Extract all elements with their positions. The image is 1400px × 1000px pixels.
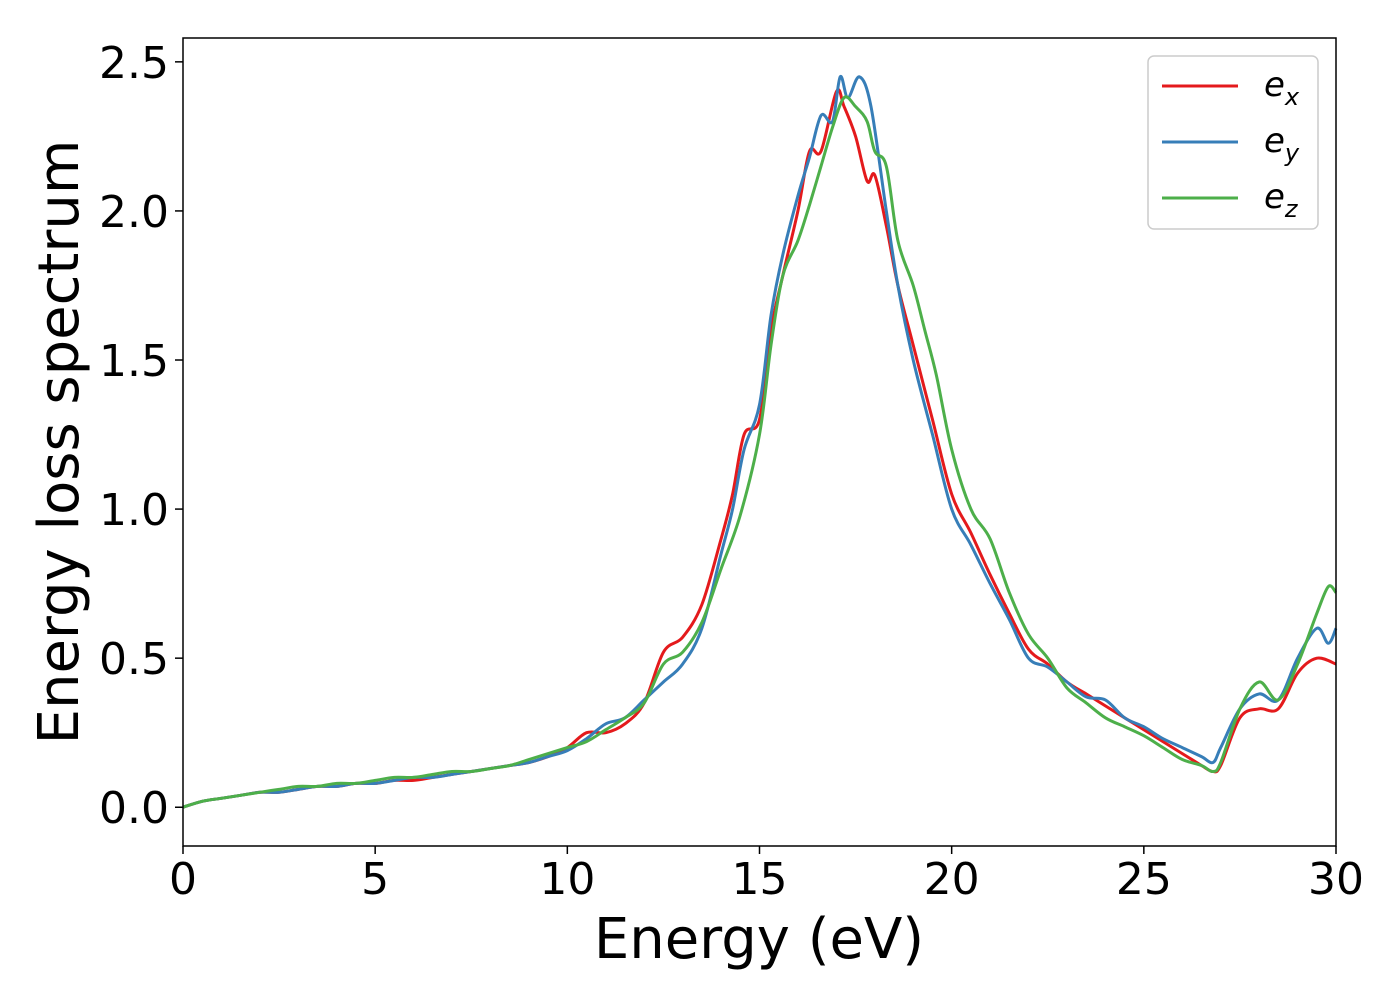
x-tick-label: 30 [1308,854,1364,905]
y-tick-label: 2.0 [99,187,169,238]
x-tick-label: 10 [539,854,595,905]
y-tick-label: 1.5 [99,336,169,387]
x-tick-label: 5 [361,854,389,905]
y-tick-label: 2.5 [99,38,169,89]
x-tick-label: 0 [169,854,197,905]
y-axis-ticks: 0.0 0.5 1.0 1.5 2.0 2.5 [99,38,183,834]
y-tick-label: 1.0 [99,485,169,536]
y-tick-label: 0.0 [99,783,169,834]
y-axis-label: Energy loss spectrum [27,140,92,745]
series-line-ez [182,95,1338,809]
x-tick-label: 25 [1116,854,1172,905]
x-axis-ticks: 0 5 10 15 20 25 30 [169,846,1364,905]
x-tick-label: 20 [924,854,980,905]
x-axis-label: Energy (eV) [594,907,924,972]
plot-lines [182,75,1338,809]
x-tick-label: 15 [732,854,788,905]
y-tick-label: 0.5 [99,634,169,685]
